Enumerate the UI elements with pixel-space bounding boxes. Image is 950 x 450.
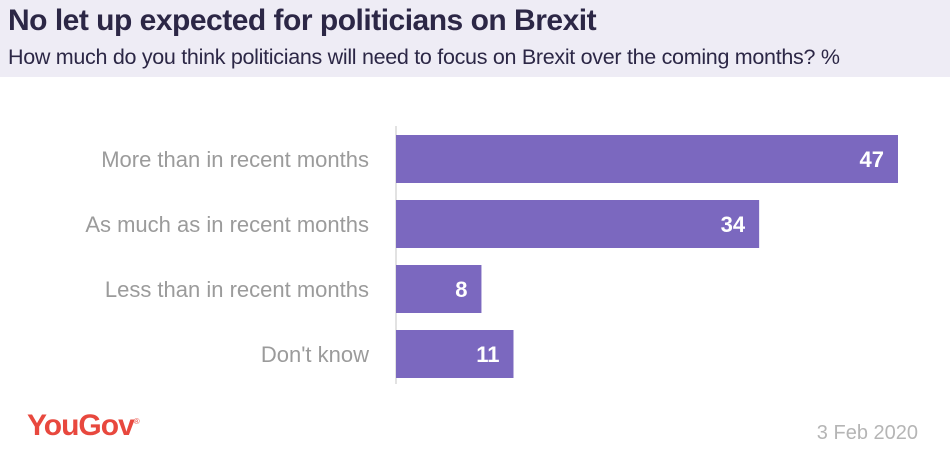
bar [396, 135, 898, 183]
value-label: 8 [455, 277, 467, 302]
bar [396, 200, 760, 248]
category-label: As much as in recent months [85, 212, 369, 237]
chart-title: No let up expected for politicians on Br… [8, 4, 597, 37]
bar [396, 330, 514, 378]
value-label: 47 [860, 147, 884, 172]
category-label: Less than in recent months [105, 277, 369, 302]
value-label: 34 [721, 212, 746, 237]
value-label: 11 [476, 342, 499, 367]
yougov-logo: YouGov® [27, 409, 140, 442]
bar [396, 265, 482, 313]
chart-subtitle: How much do you think politicians will n… [8, 45, 840, 69]
category-label: Don't know [261, 342, 369, 367]
date-label: 3 Feb 2020 [816, 422, 918, 444]
header-band: No let up expected for politicians on Br… [0, 0, 950, 77]
category-label: More than in recent months [101, 147, 369, 172]
